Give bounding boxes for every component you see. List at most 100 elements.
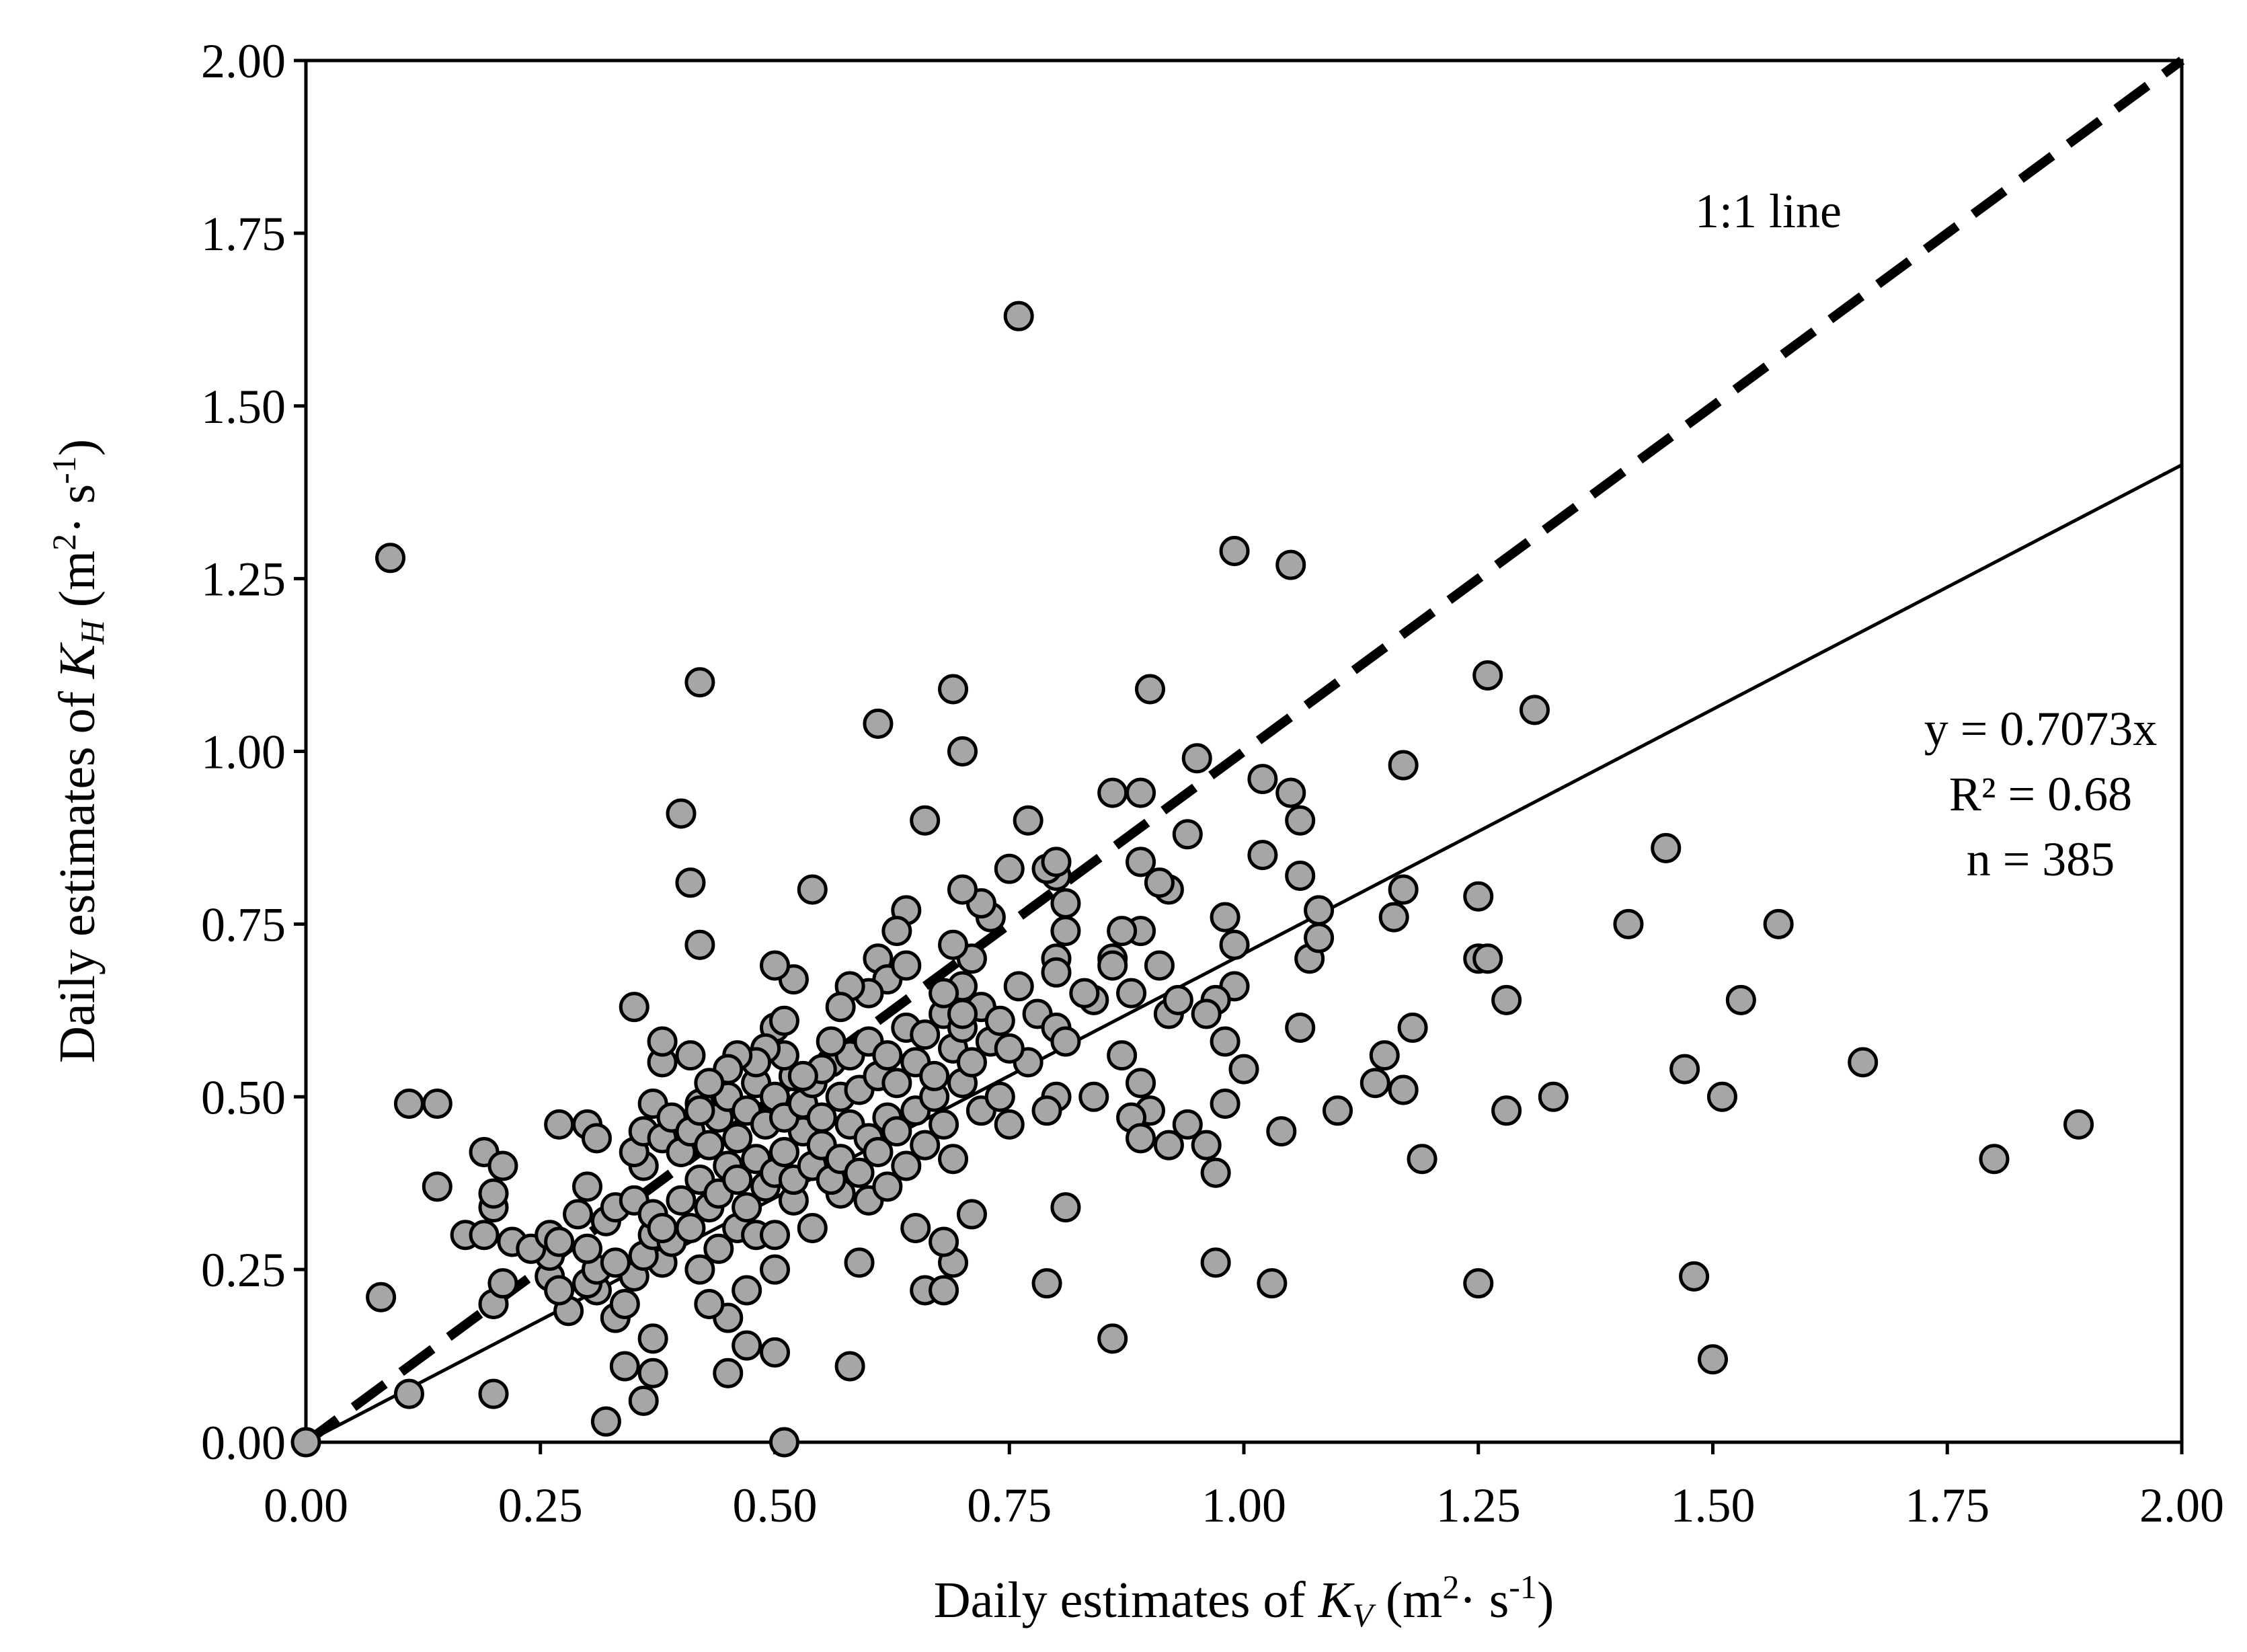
scatter-point (1126, 1068, 1156, 1099)
scatter-point (1669, 1054, 1700, 1085)
scatter-point (703, 1233, 734, 1264)
scatter-point (1519, 695, 1550, 725)
scatter-point (1003, 971, 1034, 1002)
scatter-point (590, 1406, 621, 1437)
scatter-point (684, 1254, 715, 1285)
y-tick-label: 1.25 (201, 553, 286, 606)
scatter-point (666, 1185, 697, 1216)
y-tick-label: 2.00 (201, 34, 286, 88)
scatter-point (1247, 840, 1278, 871)
scatter-point (1107, 916, 1138, 947)
scatter-point (1304, 922, 1335, 953)
scatter-point (1210, 1026, 1240, 1057)
scatter-point (1041, 847, 1072, 877)
scatter-point (1266, 1116, 1297, 1147)
scatter-point (1162, 984, 1193, 1015)
y-axis-ticks: 0.00 0.25 0.50 0.75 1.00 1.25 1.50 1.75 2.00 (201, 34, 306, 1470)
scatter-point (694, 1068, 725, 1099)
scatter-point (1172, 819, 1203, 850)
scatter-point (422, 1171, 452, 1202)
scatter-point (1378, 902, 1409, 933)
scatter-point (469, 1220, 500, 1251)
scatter-point (600, 1247, 631, 1278)
scatter-point (929, 1226, 959, 1257)
x-axis-title-var: K (1318, 1572, 1355, 1628)
scatter-point (947, 736, 978, 766)
scatter-point (619, 992, 649, 1023)
regression-equation: y = 0.7073x (1924, 702, 2158, 756)
scatter-point (366, 1282, 397, 1312)
scatter-point (1257, 1268, 1288, 1299)
scatter-point (834, 1351, 865, 1382)
scatter-point (1219, 929, 1250, 960)
scatter-point (1200, 1157, 1231, 1188)
scatter-point (1200, 1247, 1231, 1278)
scatter-point (994, 853, 1025, 884)
scatter-point (1369, 1040, 1400, 1071)
scatter-point (1285, 860, 1316, 891)
scatter-point (1304, 895, 1335, 926)
scatter-point (375, 543, 406, 574)
y-tick-label: 1.75 (201, 207, 286, 261)
y-tick-label: 1.00 (201, 725, 286, 779)
scatter-point (929, 1275, 959, 1306)
scatter-point (881, 916, 912, 947)
scatter-point (863, 708, 894, 739)
scatter-point (544, 1275, 575, 1306)
data-points (290, 301, 2094, 1458)
scatter-point (1463, 1268, 1494, 1299)
scatter-point (1228, 1054, 1259, 1085)
scatter-point (947, 874, 978, 905)
scatter-point (938, 929, 969, 960)
scatter-point (1097, 950, 1128, 981)
scatter-point (393, 1378, 424, 1409)
scatter-point (1491, 1095, 1522, 1126)
scatter-point (1107, 1040, 1138, 1071)
scatter-point (994, 1109, 1025, 1140)
scatter-point (732, 1192, 762, 1223)
scatter-point (1116, 978, 1147, 1009)
scatter-point (544, 1226, 575, 1257)
scatter-point (647, 1026, 678, 1057)
scatter-point (1613, 908, 1644, 939)
scatter-point (891, 1150, 922, 1181)
scatter-point (1013, 805, 1043, 836)
y-axis-title-unit-open: (m (49, 551, 106, 620)
scatter-point (609, 1351, 640, 1382)
scatter-point (1285, 805, 1316, 836)
y-tick-label: 1.50 (201, 380, 286, 434)
scatter-point (478, 1178, 509, 1209)
scatter-point (1191, 1130, 1222, 1161)
scatter-point (1275, 777, 1306, 808)
scatter-point (1126, 1123, 1156, 1154)
scatter-point (844, 1157, 875, 1188)
scatter-point (487, 1268, 518, 1299)
scatter-point (947, 998, 978, 1029)
scatter-point (581, 1123, 612, 1154)
x-tick-label: 0.25 (498, 1479, 583, 1532)
scatter-point (760, 950, 790, 981)
scatter-point (1181, 743, 1212, 774)
scatter-point (910, 1019, 941, 1050)
scatter-point (1031, 1095, 1062, 1126)
scatter-point (1979, 1144, 2010, 1175)
scatter-point (722, 1165, 753, 1195)
x-tick-label: 0.00 (264, 1479, 348, 1532)
scatter-point (675, 867, 706, 898)
sample-size-label: n = 385 (1967, 832, 2115, 886)
scatter-point (938, 674, 969, 705)
scatter-point (544, 1109, 575, 1140)
scatter-point (572, 1233, 602, 1264)
scatter-point (684, 667, 715, 698)
y-axis-title-unit-close: ) (49, 439, 106, 456)
scatter-point (1050, 888, 1081, 919)
scatter-point (956, 1047, 987, 1078)
scatter-point (1050, 916, 1081, 947)
x-axis-title-sup2: -1 (1509, 1568, 1537, 1606)
one-to-one-label: 1:1 line (1695, 184, 1842, 238)
scatter-point (666, 798, 697, 829)
scatter-point (732, 1275, 762, 1306)
scatter-point (1219, 536, 1250, 567)
x-axis-title: Daily estimates of KV (m2· s-1) (934, 1568, 1554, 1634)
